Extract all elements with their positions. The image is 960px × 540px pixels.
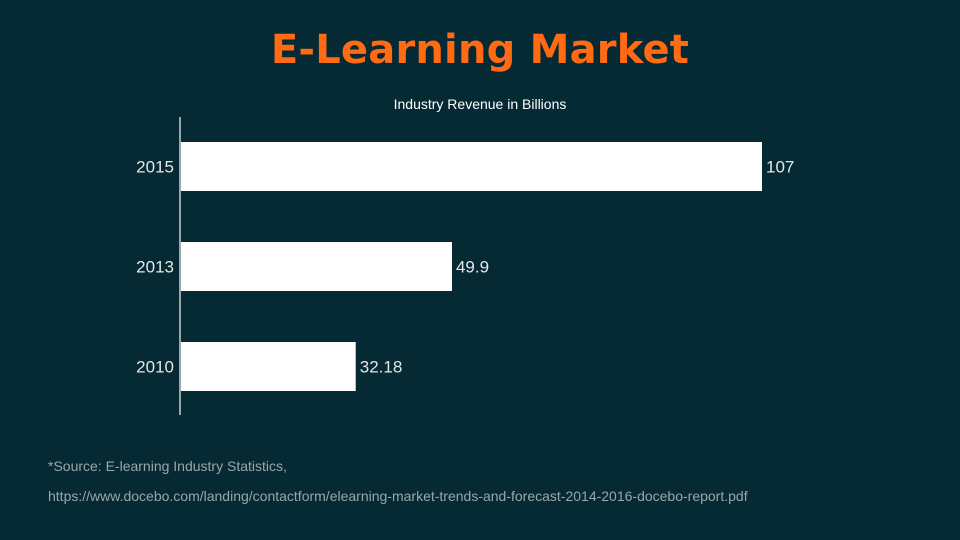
value-label-2015: 107 bbox=[766, 158, 794, 177]
category-label-2013: 2013 bbox=[136, 258, 174, 277]
bar-2013 bbox=[181, 242, 452, 291]
bar-2010 bbox=[181, 342, 356, 391]
bar-2015 bbox=[181, 142, 762, 191]
category-label-2015: 2015 bbox=[136, 158, 174, 177]
bars-group: 2015 107 2013 49.9 2010 32.18 bbox=[136, 142, 794, 391]
source-note: *Source: E-learning Industry Statistics, bbox=[48, 458, 287, 474]
source-url: https://www.docebo.com/landing/contactfo… bbox=[48, 488, 748, 504]
slide-title: E-Learning Market bbox=[270, 27, 690, 73]
value-label-2013: 49.9 bbox=[456, 258, 489, 277]
value-label-2010: 32.18 bbox=[360, 358, 403, 377]
category-label-2010: 2010 bbox=[136, 358, 174, 377]
chart-title: Industry Revenue in Billions bbox=[394, 96, 567, 112]
